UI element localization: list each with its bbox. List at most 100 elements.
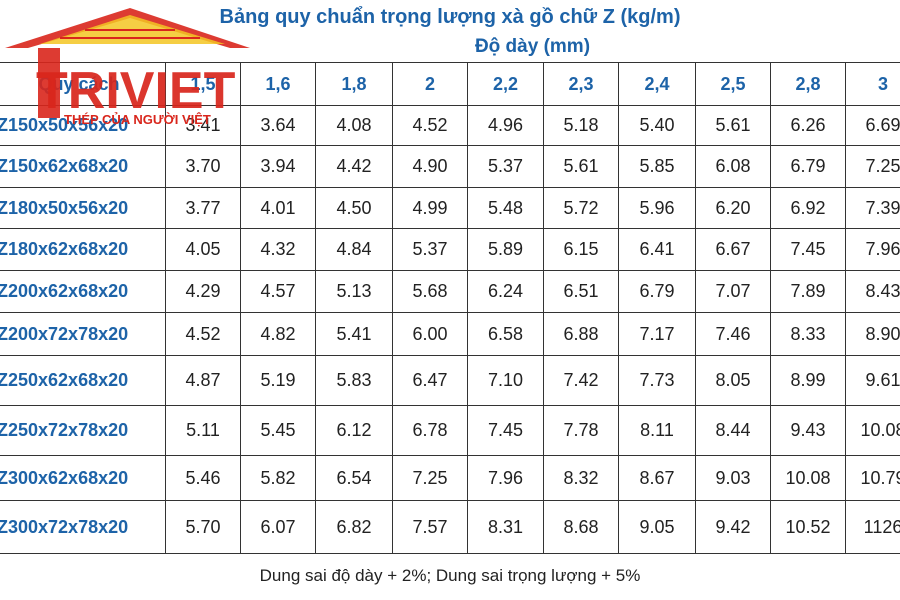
column-header: 2,5 [695,62,771,106]
cell: 7.25 [392,455,468,501]
cell: 5.19 [240,355,316,406]
cell: 6.20 [695,187,771,229]
cell: 6.47 [392,355,468,406]
cell: 6.79 [770,145,846,188]
cell: 6.12 [315,405,393,456]
table-wrap: Quy cách 1,5 1,6 1,8 2 2,2 2,3 2,4 2,5 2,8 3 Z150x… [0,62,900,554]
cell: 8.05 [695,355,771,406]
table-row: Z200x72x78x20 4.52 4.82 5.41 6.00 6.58 6.88 7.1… [0,312,900,356]
cell: 7.45 [770,228,846,271]
cell: 6.79 [618,270,696,313]
header-row: Quy cách 1,5 1,6 1,8 2 2,2 2,3 2,4 2,5 2,8 3 [0,62,900,106]
cell: 4.05 [165,228,241,271]
cell: 3.70 [165,145,241,188]
cell: 4.96 [467,105,544,146]
cell: 5.13 [315,270,393,313]
table-row: Z300x72x78x20 5.70 6.07 6.82 7.57 8.31 8.68 9.0… [0,500,900,554]
cell: 7.17 [618,312,696,356]
column-header: 2,3 [543,62,619,106]
row-label: Z300x62x68x20 [0,455,166,501]
cell: 6.88 [543,312,619,356]
cell: 4.29 [165,270,241,313]
cell: 4.08 [315,105,393,146]
cell: 8.68 [543,500,619,554]
row-label: Z180x62x68x20 [0,228,166,271]
title: Bảng quy chuẩn trọng lượng xà gồ chữ Z (… [219,6,681,28]
cell: 10.08 [845,405,900,456]
cell: 6.54 [315,455,393,501]
cell: 9.03 [695,455,771,501]
row-label: Z150x50x56x20 [0,105,166,146]
cell: 10.79 [845,455,900,501]
cell: 7.89 [770,270,846,313]
cell: 5.48 [467,187,544,229]
logo-slogan: THÉP CỦA NGƯỜI VIỆT [64,112,211,127]
cell: 1126 [845,500,900,554]
cell: 5.61 [695,105,771,146]
cell: 5.41 [315,312,393,356]
cell: 9.05 [618,500,696,554]
cell: 4.01 [240,187,316,229]
cell: 5.37 [392,228,468,271]
cell: 9.43 [770,405,846,456]
column-header: 2 [392,62,468,106]
cell: 6.24 [467,270,544,313]
cell: 8.33 [770,312,846,356]
cell: 9.42 [695,500,771,554]
cell: 4.82 [240,312,316,356]
cell: 7.10 [467,355,544,406]
cell: 6.92 [770,187,846,229]
cell: 8.31 [467,500,544,554]
cell: 4.32 [240,228,316,271]
cell: 7.96 [467,455,544,501]
cell: 7.25 [845,145,900,188]
cell: 6.15 [543,228,619,271]
cell: 8.43 [845,270,900,313]
cell: 8.99 [770,355,846,406]
cell: 4.87 [165,355,241,406]
row-label: Z200x72x78x20 [0,312,166,356]
cell: 5.11 [165,405,241,456]
table-row: Z200x62x68x20 4.29 4.57 5.13 5.68 6.24 6.51 6.7… [0,270,900,313]
cell: 8.90 [845,312,900,356]
row-label: Z180x50x56x20 [0,187,166,229]
cell: 6.67 [695,228,771,271]
table-row: Z250x62x68x20 4.87 5.19 5.83 6.47 7.10 7.42 7.7… [0,355,900,406]
table-row: Z250x72x78x20 5.11 5.45 6.12 6.78 7.45 7.78 8.1… [0,405,900,456]
cell: 8.11 [618,405,696,456]
cell: 5.85 [618,145,696,188]
cell: 7.39 [845,187,900,229]
logo: TRIVIET THÉP CỦA NGƯỜI VIỆT [5,8,250,127]
column-header: 2,8 [770,62,846,106]
table-row: Z300x62x68x20 5.46 5.82 6.54 7.25 7.96 8.32 8.6… [0,455,900,501]
logo-brand: TRIVIET [36,62,236,120]
row-label: Z150x62x68x20 [0,145,166,188]
cell: 7.45 [467,405,544,456]
cell: 5.46 [165,455,241,501]
table-row: Z180x50x56x20 3.77 4.01 4.50 4.99 5.48 5.72 5.9… [0,187,900,229]
cell: 3.94 [240,145,316,188]
cell: 7.78 [543,405,619,456]
cell: 5.61 [543,145,619,188]
table-row: Z150x62x68x20 3.70 3.94 4.42 4.90 5.37 5.61 5.8… [0,145,900,188]
cell: 4.57 [240,270,316,313]
cell: 4.84 [315,228,393,271]
cell: 6.00 [392,312,468,356]
cell: 7.46 [695,312,771,356]
cell: 5.45 [240,405,316,456]
table-row: Z150x50x56x20 3.41 3.64 4.08 4.52 4.96 5.18 5.4… [0,105,900,146]
cell: 3.77 [165,187,241,229]
subtitle: Độ dày (mm) [474,36,591,57]
cell: 4.52 [165,312,241,356]
cell: 6.08 [695,145,771,188]
cell: 6.82 [315,500,393,554]
column-header: 2,2 [467,62,544,106]
cell: 5.68 [392,270,468,313]
cell: 5.82 [240,455,316,501]
cell: 7.42 [543,355,619,406]
cell: 7.57 [392,500,468,554]
cell: 6.69 [845,105,900,146]
cell: 7.96 [845,228,900,271]
cell: 5.83 [315,355,393,406]
cell: 9.61 [845,355,900,406]
